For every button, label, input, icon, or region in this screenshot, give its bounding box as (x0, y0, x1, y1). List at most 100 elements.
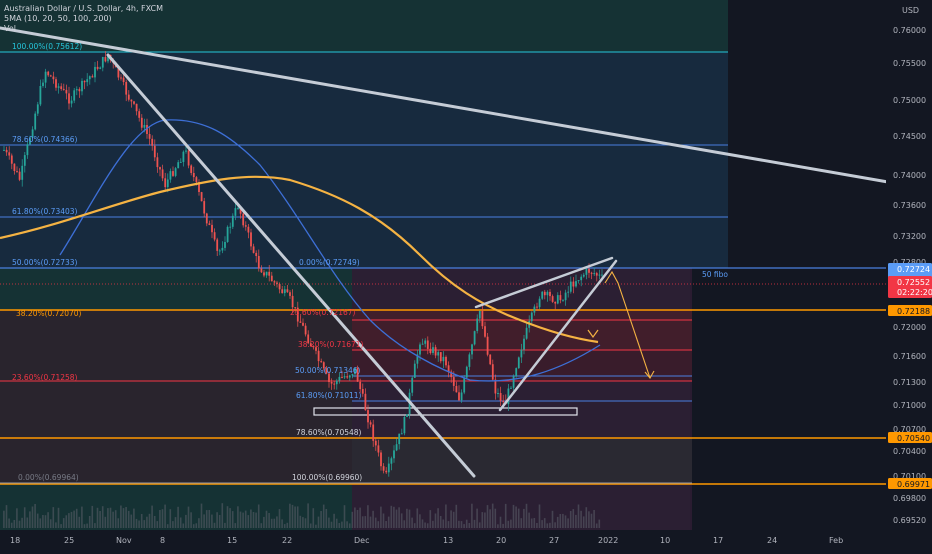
volume-bar (325, 509, 328, 528)
candle-body (130, 99, 133, 102)
volume-bar (395, 509, 398, 528)
price-tick: 0.72000 (893, 323, 926, 332)
volume-bar (221, 503, 224, 528)
volume-legend[interactable]: Vol (4, 24, 16, 33)
volume-bar (473, 519, 476, 528)
fib-label-left-6: 0.00%(0.69964) (18, 473, 79, 482)
candle-body (73, 90, 76, 101)
fib-label-left-0: 100.00%(0.75612) (12, 42, 82, 51)
candle-body (216, 239, 219, 251)
candle-body (499, 393, 502, 401)
volume-bar (367, 505, 369, 528)
candle-body (250, 232, 252, 247)
trendline-2 (474, 256, 614, 309)
candle-body (572, 281, 575, 287)
annotation-50-fibo: 50 fibo (702, 270, 728, 279)
time-tick: 18 (10, 536, 20, 545)
volume-bar (494, 508, 497, 528)
candle-body (533, 306, 536, 313)
volume-bar (107, 508, 109, 528)
candle-body (75, 89, 78, 91)
candle-body (575, 281, 577, 287)
candle-body (161, 169, 164, 179)
candle-body (471, 344, 473, 355)
volume-bar (413, 523, 416, 528)
trendlines[interactable] (0, 26, 890, 478)
volume-bar (289, 503, 291, 528)
candle-body (55, 79, 57, 88)
price-tag-countdown: 02:22:20 (897, 288, 932, 297)
candle-body (432, 347, 434, 353)
candle-body (120, 77, 122, 79)
symbol-title[interactable]: Australian Dollar / U.S. Dollar, 4h, FXC… (4, 4, 164, 13)
volume-bar (78, 516, 81, 528)
volume-bar (432, 520, 434, 528)
candle-body (333, 383, 336, 385)
volume-bar (515, 506, 517, 528)
chart-header: Australian Dollar / U.S. Dollar, 4h, FXC… (4, 4, 163, 34)
candle-body (242, 213, 245, 226)
candle-body (237, 207, 239, 209)
volume-bar (296, 506, 299, 528)
time-axis[interactable]: 18 25 Nov 8 15 22 Dec 13 20 27 2022 10 17 24 Feb (0, 530, 932, 550)
volume-bar (276, 516, 278, 528)
price-tag-value-3: 0.70540 (897, 434, 930, 443)
candle-body (36, 104, 39, 114)
volume-bar (328, 517, 330, 528)
volume-bar (159, 510, 161, 528)
volume-bar (192, 524, 195, 528)
volume-bar (590, 513, 593, 528)
candle-body (538, 298, 541, 308)
candle-body (320, 361, 323, 363)
volume-bar (75, 508, 78, 528)
candle-body (140, 117, 143, 128)
candle-body (359, 381, 362, 390)
candle-body (166, 179, 169, 188)
volume-bar (351, 511, 354, 528)
volume-bar (34, 504, 36, 528)
volume-bar (216, 512, 218, 528)
volume-bar (512, 504, 515, 528)
time-tick: 2022 (598, 536, 618, 545)
volume-bar (481, 512, 484, 528)
price-tick: 0.74500 (893, 132, 926, 141)
volume-bar (304, 518, 307, 528)
time-tick: 24 (767, 536, 777, 545)
candle-body (146, 125, 148, 134)
volume-bar (182, 523, 185, 528)
volume-bar (460, 521, 463, 528)
indicator-legend[interactable]: 5MA (10, 20, 50, 100, 200) (4, 14, 112, 23)
candle-body (224, 242, 226, 248)
volume-bar (31, 506, 34, 528)
candle-body (356, 367, 359, 382)
volume-bar (148, 513, 151, 528)
candle-body (530, 312, 533, 322)
price-tick: 0.73600 (893, 201, 926, 210)
volume-bar (138, 520, 140, 528)
volume-bar (338, 523, 341, 528)
volume-bar (408, 509, 411, 528)
volume-bar (291, 504, 294, 528)
volume-bar (101, 506, 104, 528)
candle-body (135, 103, 138, 112)
candle-body (289, 292, 291, 296)
candlestick-series (3, 51, 603, 477)
volume-bar (569, 511, 572, 528)
candle-body (481, 311, 484, 327)
candle-body (133, 101, 135, 104)
volume-bar (8, 518, 10, 528)
trendline-1 (106, 53, 476, 478)
candle-body (182, 151, 185, 162)
volume-bar (117, 518, 120, 528)
candle-body (478, 311, 481, 319)
volume-bar (315, 524, 317, 528)
fib-label-left-1: 78.60%(0.74366) (12, 135, 78, 144)
volume-bar (458, 520, 460, 528)
volume-bar (312, 508, 315, 528)
candle-body (372, 424, 375, 441)
volume-bar (559, 514, 562, 528)
candle-body (330, 382, 333, 384)
price-tick: 0.71300 (893, 378, 926, 387)
